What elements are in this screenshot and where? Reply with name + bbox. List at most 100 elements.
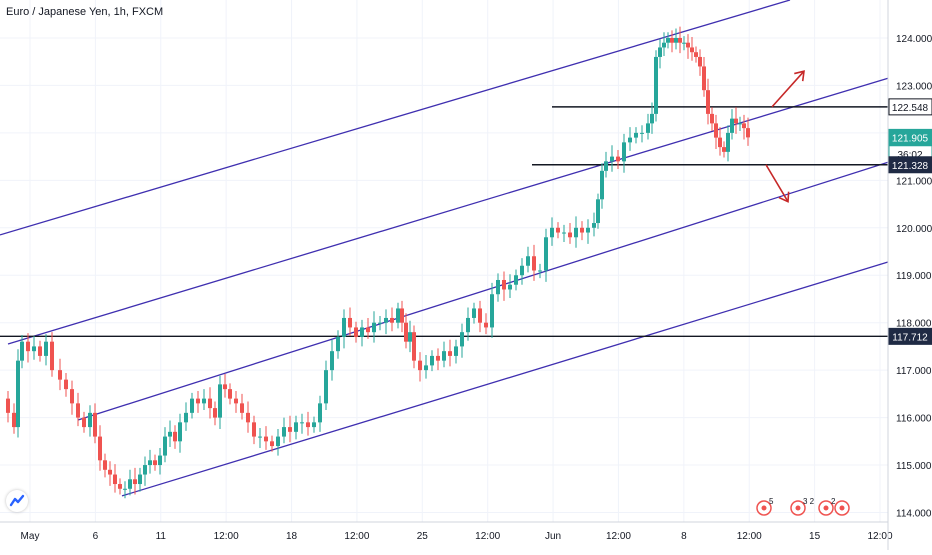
candle-body [722, 147, 726, 152]
candle-body [330, 351, 334, 371]
event-marker-1-count: 5 [769, 497, 774, 506]
candle-body [138, 474, 142, 485]
candle-body [223, 384, 227, 390]
channel-line-4 [121, 261, 889, 497]
candle-body [44, 341, 48, 356]
candle-body [490, 294, 494, 328]
candle-body [460, 332, 464, 347]
candle-body [430, 355, 434, 366]
candle-body [568, 232, 572, 238]
x-tick-label: 25 [417, 531, 429, 542]
candle-body [496, 279, 500, 295]
candle-body [103, 460, 107, 470]
candle-body [702, 66, 706, 91]
candle-body [58, 370, 62, 380]
candle-body [550, 227, 554, 238]
candle-body [208, 398, 212, 409]
candle-body [50, 341, 54, 371]
candle-body [76, 403, 80, 418]
event-marker-1-dot [761, 505, 767, 511]
candles [6, 26, 750, 499]
candle-body [412, 332, 416, 361]
channel-line-1 [0, 0, 791, 236]
candle-body [246, 412, 250, 423]
event-marker-3[interactable]: 2 [818, 497, 836, 516]
candle-body [610, 156, 614, 162]
y-tick-label: 121.000 [896, 176, 932, 187]
candle-body [400, 308, 404, 323]
candle-body [300, 422, 304, 424]
x-tick-label: 6 [93, 531, 99, 542]
candle-body [714, 123, 718, 138]
candle-body [196, 398, 200, 404]
candle-body [378, 322, 382, 324]
candle-body [520, 265, 524, 276]
event-markers[interactable]: 5 3 2 2 [756, 497, 850, 516]
candle-body [556, 227, 560, 233]
candle-body [324, 370, 328, 404]
candle-body [514, 275, 518, 285]
y-tick-label: 123.000 [896, 81, 932, 92]
x-tick-label: 12:00 [867, 531, 892, 542]
candle-body [706, 90, 710, 114]
candle-body [634, 132, 638, 138]
candle-body [202, 398, 206, 404]
candle-body [408, 332, 412, 342]
candle-body [682, 42, 686, 44]
down-arrow-head [778, 191, 790, 203]
candle-body [478, 308, 482, 323]
candle-body [184, 412, 188, 423]
candle-body [168, 431, 172, 437]
x-tick-label: 8 [681, 531, 687, 542]
candle-body [98, 436, 102, 461]
candle-body [596, 199, 600, 224]
arrows [765, 70, 805, 203]
x-tick-label: 12:00 [344, 531, 369, 542]
event-marker-2-count: 3 2 [803, 497, 815, 506]
candle-body [108, 469, 112, 475]
candle-body [148, 460, 152, 466]
event-marker-4[interactable] [834, 500, 850, 516]
candle-body [306, 422, 310, 428]
candle-body [454, 346, 458, 356]
candle-body [26, 341, 30, 352]
x-tick-label: 12:00 [606, 531, 631, 542]
candle-body [366, 327, 370, 333]
candle-body [82, 417, 86, 428]
candle-body [448, 351, 452, 356]
candle-body [710, 113, 714, 124]
candle-body [228, 389, 232, 399]
candle-body [666, 37, 670, 43]
candle-body [213, 408, 217, 418]
candle-body [726, 132, 730, 152]
candle-body [312, 422, 316, 428]
candle-body [418, 360, 422, 371]
label-current-text: 121.905 [892, 133, 929, 144]
label-121-328-box [888, 156, 932, 174]
down-arrow-shaft [765, 164, 789, 203]
label-121-328: 121.328 [888, 156, 932, 174]
candle-body [93, 412, 97, 437]
candle-body [282, 427, 286, 437]
candle-body [143, 465, 147, 475]
event-marker-3-count: 2 [831, 497, 836, 506]
x-tick-label: 18 [286, 531, 298, 542]
candle-body [544, 237, 548, 271]
event-marker-1[interactable]: 5 [756, 497, 774, 516]
tradingview-logo-icon[interactable] [6, 490, 28, 512]
candle-body [258, 436, 262, 438]
candle-body [123, 488, 127, 490]
channel-line-2 [7, 77, 889, 345]
x-tick-label: 15 [809, 531, 821, 542]
x-tick-label: May [21, 531, 40, 542]
event-marker-2[interactable]: 3 2 [790, 497, 815, 516]
event-marker-2-dot [795, 505, 801, 511]
y-tick-label: 116.000 [896, 414, 932, 425]
candle-body [442, 351, 446, 361]
chart-title: Euro / Japanese Yen, 1h, FXCM [6, 6, 164, 18]
candle-body [718, 137, 722, 148]
y-tick-label: 114.000 [896, 509, 932, 520]
label-current: 121.905 [888, 128, 932, 146]
